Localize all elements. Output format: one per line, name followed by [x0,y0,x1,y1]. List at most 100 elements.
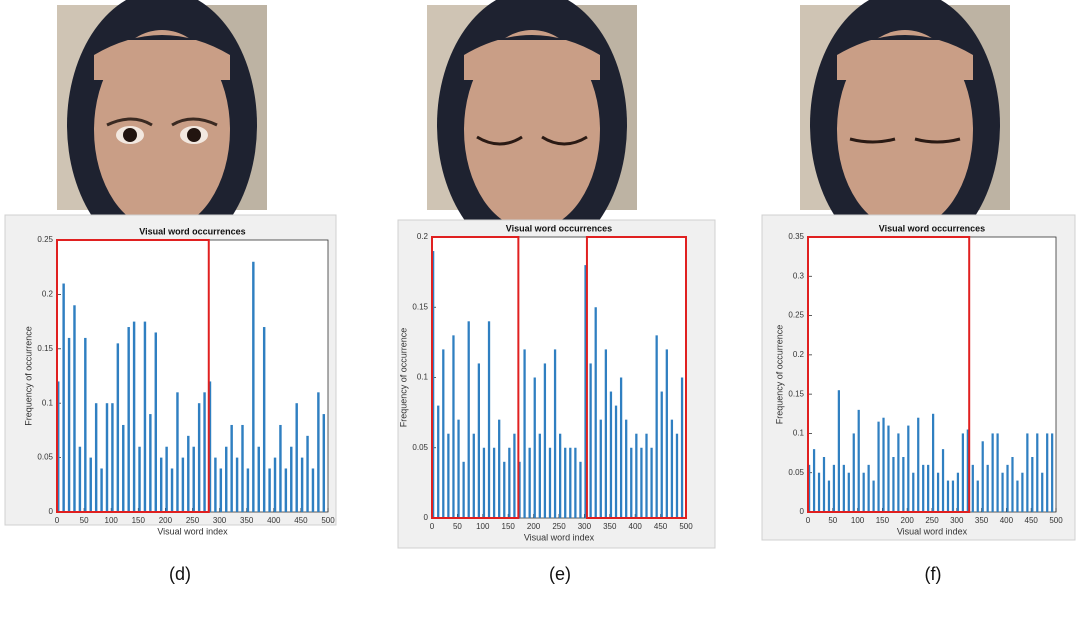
bar [610,392,612,518]
x-tick-label: 300 [578,522,592,531]
bar [922,465,924,512]
bar [589,363,591,518]
bar [457,420,459,518]
y-tick-label: 0.2 [42,290,54,299]
bar [868,465,870,512]
bar [823,457,825,512]
x-tick-label: 300 [213,516,227,525]
y-tick-label: 0.35 [788,232,804,241]
bar [595,307,597,518]
bar [317,392,319,512]
bar [62,284,64,512]
y-tick-label: 0.1 [42,398,54,407]
bar [579,462,581,518]
x-tick-label: 400 [267,516,281,525]
bar [937,473,939,512]
bar [813,449,815,512]
x-tick-label: 450 [294,516,308,525]
bar [182,458,184,512]
bar [877,422,879,512]
figure-canvas: 00.050.10.150.20.25050100150200250300350… [0,0,1083,617]
y-tick-label: 0.3 [793,271,805,280]
bar [661,392,663,518]
bar [79,447,81,512]
bar [549,448,551,518]
caption: (f) [925,564,942,584]
y-tick-label: 0 [800,507,805,516]
y-tick-label: 0 [424,513,429,522]
x-tick-label: 450 [654,522,668,531]
bar [539,434,541,518]
bar [225,447,227,512]
x-tick-label: 150 [876,516,890,525]
bar [902,457,904,512]
bar [962,433,964,512]
x-tick-label: 200 [159,516,173,525]
y-tick-label: 0.05 [788,468,804,477]
bar [462,462,464,518]
bar [285,468,287,512]
bar [917,418,919,512]
bar [996,433,998,512]
bar [73,305,75,512]
x-tick-label: 250 [552,522,566,531]
bar [483,448,485,518]
bar [176,392,178,512]
bar [513,434,515,518]
bar [615,406,617,518]
bar [818,473,820,512]
bar [952,481,954,512]
bar [447,434,449,518]
bar [503,462,505,518]
x-tick-label: 50 [80,516,89,525]
bar [671,420,673,518]
bar [247,468,249,512]
bar [957,473,959,512]
bar [1031,457,1033,512]
bar [676,434,678,518]
bar [605,349,607,518]
x-tick-label: 0 [55,516,60,525]
x-tick-label: 500 [1049,516,1063,525]
bar [258,447,260,512]
bar [274,458,276,512]
x-tick-label: 100 [476,522,490,531]
y-tick-label: 0.1 [793,429,805,438]
y-tick-label: 0.2 [793,350,805,359]
bar [498,420,500,518]
bar [144,322,146,512]
bar [279,425,281,512]
bar [236,458,238,512]
bar [1006,465,1008,512]
bar [858,410,860,512]
bar [203,392,205,512]
x-tick-label: 500 [321,516,335,525]
y-tick-label: 0.05 [37,453,53,462]
x-tick-label: 300 [950,516,964,525]
bar [569,448,571,518]
x-tick-label: 100 [851,516,865,525]
bar [892,457,894,512]
bar [442,349,444,518]
y-axis-label: Frequency of occurrence [23,326,33,426]
bar [478,363,480,518]
bar [468,321,470,518]
bar [508,448,510,518]
x-tick-label: 150 [502,522,516,531]
bar [559,434,561,518]
x-tick-label: 200 [527,522,541,531]
bar [1041,473,1043,512]
bar [90,458,92,512]
bar [972,465,974,512]
bar [1026,433,1028,512]
x-tick-label: 200 [901,516,915,525]
bar [117,343,119,512]
bar [133,322,135,512]
bar [1046,433,1048,512]
bar [155,332,157,512]
bar [138,447,140,512]
x-axis-label: Visual word index [897,526,968,536]
y-axis-label: Frequency of occurrence [774,325,784,425]
bar [912,473,914,512]
y-tick-label: 0.1 [417,373,429,382]
